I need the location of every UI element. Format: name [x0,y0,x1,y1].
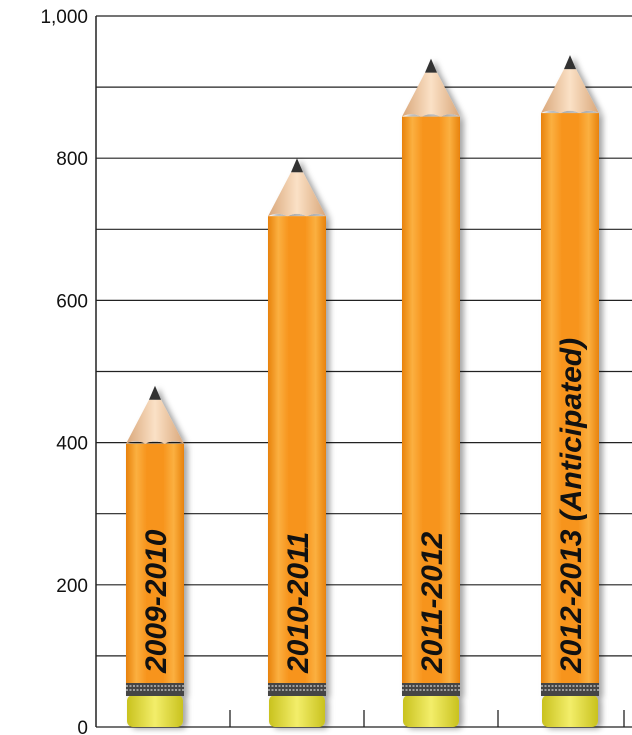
pencil-body [402,116,460,683]
y-tick-label: 1,000 [40,7,88,28]
pencil-category-label: 2009-2010 [140,529,173,674]
pencil-eraser [127,695,183,727]
pencil-wood-cone [268,172,326,217]
pencil-eraser [403,695,459,727]
pencil-bar [268,158,326,727]
pencil-bars: 2009-2010 2010-2011 2011-2012 2012-2013 (An… [126,55,599,727]
pencil-eraser [269,695,325,727]
pencil-category-label: 2012-2013 (Anticipated) [555,338,588,674]
pencil-bar [541,55,599,727]
pencil-bar [402,58,460,727]
pencil-body [541,113,599,684]
pencil-eraser [542,695,598,727]
pencil-lead-tip [149,385,161,400]
pencil-category-label: 2011-2012 [416,531,449,674]
pencil-lead-tip [291,158,303,173]
y-tick-label: 600 [56,291,88,312]
pencil-wood-cone [541,69,599,114]
grid-layer [96,15,632,728]
y-tick-label: 200 [56,576,88,597]
pencil-lead-tip [425,58,437,73]
pencil-wood-cone [126,399,184,444]
y-tick-labels: 0 200 400 600 800 1,000 [40,7,88,735]
axis-layer [95,16,625,727]
pencil-lead-tip [564,55,576,70]
y-tick-label: 0 [77,718,88,735]
pencil-bar [126,385,184,727]
y-tick-label: 800 [56,149,88,170]
pencil-category-label: 2010-2011 [282,532,315,674]
y-tick-label: 400 [56,434,88,455]
pencil-wood-cone [402,72,460,117]
pencil-body [268,216,326,683]
pencil-body [126,443,184,683]
